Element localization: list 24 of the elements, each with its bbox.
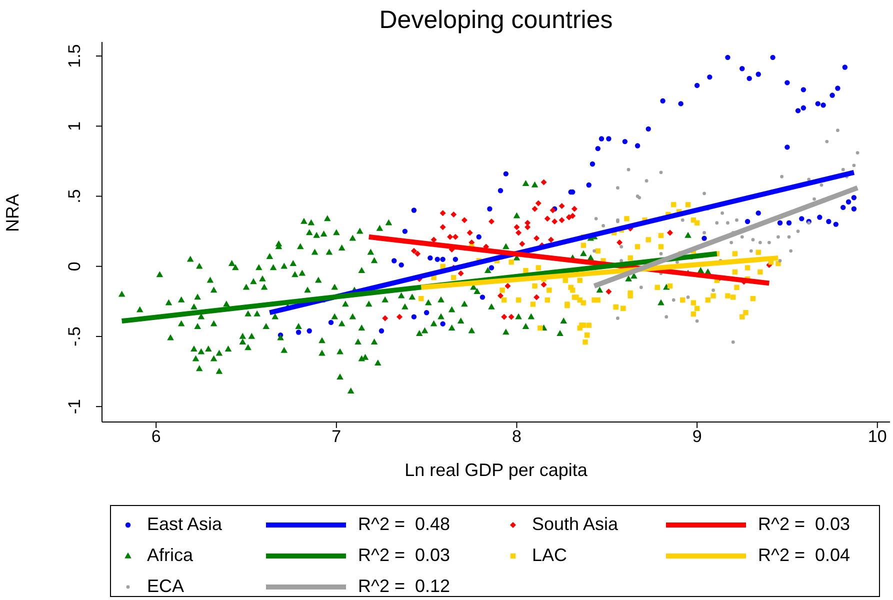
chart-title: Developing countries bbox=[378, 6, 614, 35]
y-axis-title: NRA bbox=[2, 194, 22, 232]
legend-label: R^2 = 0.04 bbox=[758, 545, 850, 566]
legend-label: R^2 = 0.03 bbox=[358, 545, 450, 566]
legend-label: R^2 = 0.12 bbox=[358, 576, 450, 597]
legend-label: Africa bbox=[147, 545, 194, 566]
legend-label: R^2 = 0.03 bbox=[758, 514, 850, 535]
x-tick-label: 8 bbox=[512, 427, 522, 446]
x-tick-label: 9 bbox=[692, 427, 702, 446]
legend-label: R^2 = 0.48 bbox=[358, 514, 450, 535]
legend-label: South Asia bbox=[532, 514, 618, 535]
y-tick-label: 0 bbox=[65, 262, 84, 272]
legend-label: East Asia bbox=[147, 514, 222, 535]
y-tick-label: .5 bbox=[65, 189, 84, 204]
y-tick-label: -.5 bbox=[65, 326, 84, 346]
x-tick-label: 6 bbox=[151, 427, 161, 446]
x-axis-title: Ln real GDP per capita bbox=[404, 460, 588, 480]
y-tick-label: 1 bbox=[65, 121, 84, 131]
legend-label: ECA bbox=[147, 576, 184, 597]
x-tick-label: 7 bbox=[332, 427, 342, 446]
y-tick-label: 1.5 bbox=[65, 44, 84, 68]
y-tick-label: -1 bbox=[65, 399, 84, 414]
legend-label: LAC bbox=[532, 545, 568, 566]
x-tick-label: 10 bbox=[868, 427, 887, 446]
